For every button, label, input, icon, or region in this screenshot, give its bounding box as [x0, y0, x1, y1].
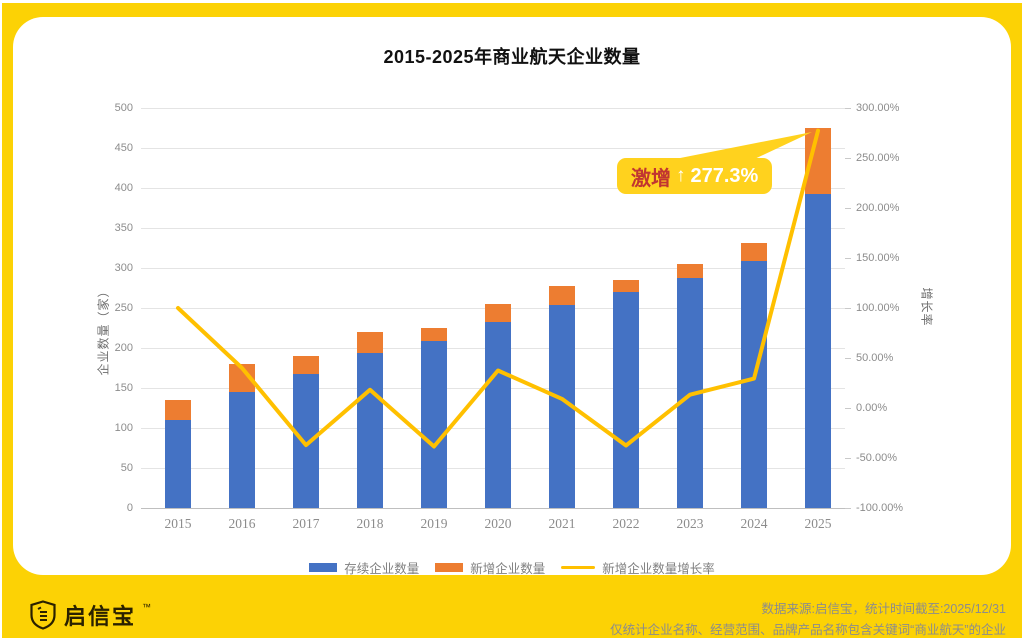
legend-line-yellow-icon [561, 566, 596, 569]
bar-new-2017 [293, 356, 319, 374]
x-axis-label-2025: 2025 [804, 516, 832, 531]
yellow-frame: 2015-2025年商业航天企业数量 企业数量（家） 增长率 0 50 100 150… [2, 3, 1022, 638]
y-left-tick-150: 150 [114, 382, 133, 394]
x-axis-label-2023: 2023 [676, 516, 704, 531]
y-right-tick--100: -100.00% [856, 502, 904, 514]
y-right-tickmark-50 [845, 358, 851, 359]
surge-label: 激增 [631, 167, 671, 190]
bar-existing-2018 [357, 352, 383, 508]
legend-label: 新增企业数量增长率 [602, 562, 715, 576]
y-left-tick-0: 0 [126, 502, 133, 514]
y-left-tick-350: 350 [114, 222, 133, 234]
legend-label: 新增企业数量 [470, 562, 546, 576]
up-arrow-icon: ↑ [676, 165, 686, 186]
bar-existing-2022 [613, 292, 639, 508]
bar-existing-2023 [677, 277, 703, 508]
y-right-tick-250: 250.00% [856, 152, 900, 164]
y-right-tickmark-200 [845, 208, 851, 209]
bar-new-2024 [741, 243, 767, 261]
gridline-0 [141, 508, 845, 509]
y-left-tick-250: 250 [114, 302, 133, 314]
bar-new-2016 [229, 364, 255, 392]
y-left-tick-400: 400 [114, 182, 133, 194]
x-axis-label-2024: 2024 [740, 516, 768, 531]
y-right-tickmark-100 [845, 308, 851, 309]
y-right-tick-300: 300.00% [856, 102, 900, 114]
y-right-tickmark-300 [845, 108, 851, 109]
bar-new-2015 [165, 400, 191, 420]
y-left-tick-100: 100 [114, 422, 133, 434]
bar-new-2018 [357, 332, 383, 353]
x-axis-label-2015: 2015 [164, 516, 192, 531]
x-axis-label-2021: 2021 [548, 516, 576, 531]
y-right-tick-0: 0.00% [856, 402, 888, 414]
bar-new-2020 [485, 304, 511, 322]
bar-existing-2019 [421, 340, 447, 508]
y-left-tick-300: 300 [114, 262, 133, 274]
qixinbao-shield-icon [30, 600, 56, 630]
gridline-500 [141, 108, 845, 109]
legend-swatch-orange-icon [435, 563, 464, 572]
qixinbao-logo: 启信宝 ™ [30, 599, 153, 631]
bar-new-2025 [805, 128, 831, 195]
y-left-tick-500: 500 [114, 102, 133, 114]
y-right-tick-50: 50.00% [856, 352, 894, 364]
bar-existing-2020 [485, 321, 511, 508]
bar-existing-2021 [549, 304, 575, 508]
brand-name: 启信宝 [64, 604, 137, 629]
x-axis-label-2017: 2017 [292, 516, 320, 531]
legend-item-new: 新增企业数量 [435, 558, 545, 577]
y-right-tick-100: 100.00% [856, 302, 900, 314]
chart-title: 2015-2025年商业航天企业数量 [383, 47, 641, 67]
gridline-450 [141, 148, 845, 149]
bar-existing-2024 [741, 260, 767, 508]
y-right-tickmark--50 [845, 458, 851, 459]
chart-legend: 存续企业数量 新增企业数量 新增企业数量增长率 [13, 558, 1011, 577]
y-right-tick-150: 150.00% [856, 252, 900, 264]
footer-note: 数据来源:启信宝，统计时间截至:2025/12/31 仅统计企业名称、经营范围、… [610, 599, 1006, 641]
legend-item-growth-rate: 新增企业数量增长率 [561, 558, 715, 577]
plot-area: 0 50 100 150 200 250 300 350 400 450 500 -100.00% -5… [13, 17, 1011, 575]
bar-new-2022 [613, 280, 639, 292]
legend-label: 存续企业数量 [344, 562, 420, 576]
statistics-scope-line: 仅统计企业名称、经营范围、品牌产品名称包含关键词“商业航天”的企业 [610, 623, 1006, 637]
data-source-line: 数据来源:启信宝，统计时间截至:2025/12/31 [761, 602, 1006, 616]
x-axis-label-2019: 2019 [420, 516, 448, 531]
surge-callout: 激增 ↑ 277.3% [617, 158, 773, 194]
y-right-tickmark-150 [845, 258, 851, 259]
gridline-350 [141, 228, 845, 229]
x-axis-label-2016: 2016 [228, 516, 256, 531]
bar-existing-2025 [805, 194, 831, 508]
y-left-tick-50: 50 [120, 462, 133, 474]
bar-new-2021 [549, 285, 575, 305]
y-right-tickmark-250 [845, 158, 851, 159]
trademark-mark: ™ [142, 602, 152, 612]
x-axis-label-2018: 2018 [356, 516, 384, 531]
legend-item-existing: 存续企业数量 [309, 558, 419, 577]
y-right-tickmark--100 [845, 508, 851, 509]
y-right-tick--50: -50.00% [856, 452, 897, 464]
bar-new-2019 [421, 328, 447, 341]
surge-value: 277.3% [690, 164, 759, 187]
chart-card: 2015-2025年商业航天企业数量 企业数量（家） 增长率 0 50 100 150… [13, 17, 1011, 577]
y-left-tick-450: 450 [114, 142, 133, 154]
y-left-tick-200: 200 [114, 342, 133, 354]
bar-new-2023 [677, 264, 703, 278]
bar-existing-2015 [165, 420, 191, 508]
bar-existing-2016 [229, 392, 255, 508]
x-axis-label-2020: 2020 [484, 516, 512, 531]
gridline-300 [141, 268, 845, 269]
y-right-tick-200: 200.00% [856, 202, 900, 214]
x-axis-label-2022: 2022 [612, 516, 640, 531]
bar-existing-2017 [293, 373, 319, 508]
y-right-tickmark-0 [845, 408, 851, 409]
legend-swatch-blue-icon [309, 563, 338, 572]
